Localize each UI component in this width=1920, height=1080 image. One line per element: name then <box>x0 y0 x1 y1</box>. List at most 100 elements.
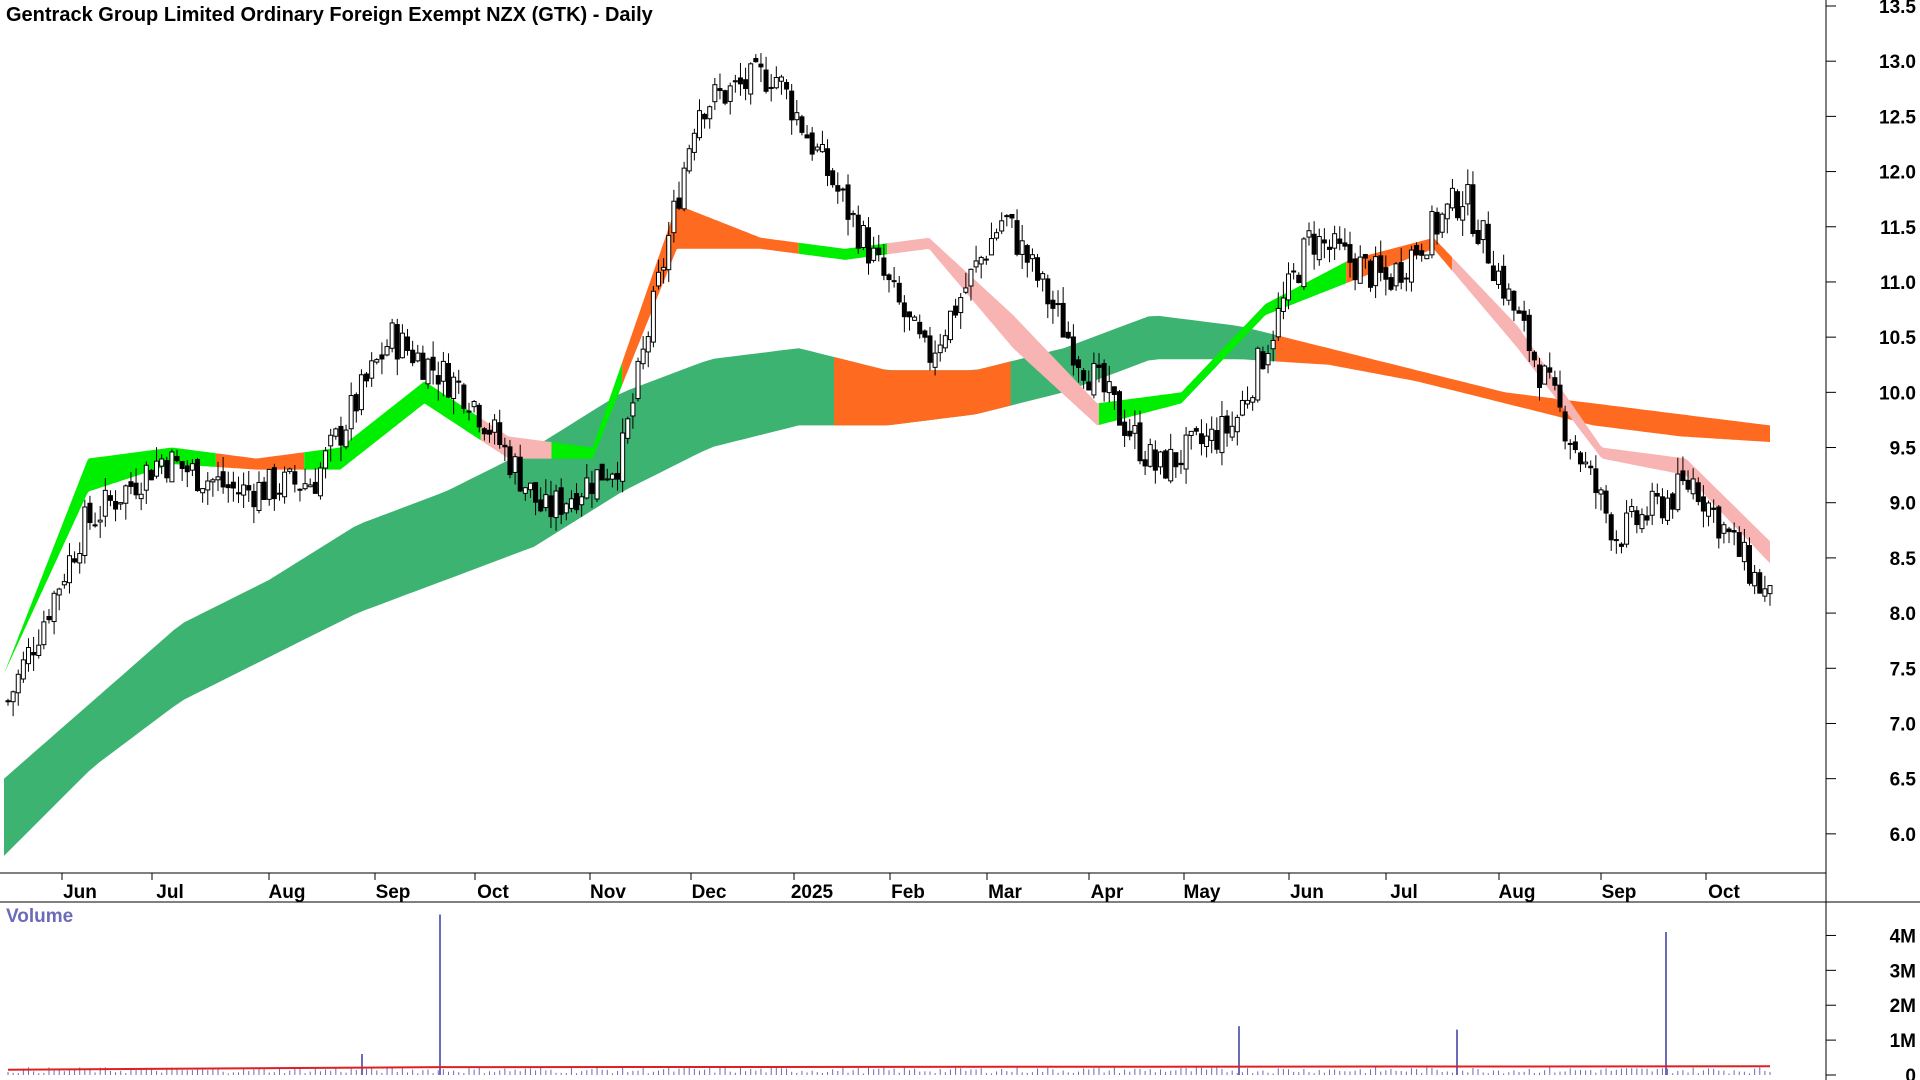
candle-body <box>574 493 580 511</box>
candle-body <box>5 700 11 703</box>
candle-body <box>1439 213 1445 233</box>
candle-body <box>1024 245 1030 263</box>
candle-body <box>1695 482 1701 503</box>
candle-body <box>1045 278 1051 305</box>
candle-body <box>1188 430 1194 436</box>
candle-body <box>1168 448 1174 482</box>
candle-body <box>855 214 861 249</box>
candle-body <box>947 310 953 341</box>
candle-body <box>1408 249 1414 283</box>
candle-body <box>323 450 329 469</box>
candle-body <box>650 290 656 343</box>
candle-body <box>522 487 528 494</box>
short-term-band-segment <box>480 418 552 459</box>
time-tick-label: Aug <box>1499 882 1536 903</box>
candle-body <box>656 271 662 287</box>
candle-body <box>1613 539 1619 542</box>
candle-body <box>620 432 626 482</box>
candle-body <box>1598 489 1604 495</box>
candle-body <box>348 395 354 430</box>
price-tick-label: 7.0 <box>1890 714 1916 735</box>
candle-body <box>154 460 160 477</box>
candle-body <box>410 349 416 364</box>
candle-body <box>1147 444 1153 467</box>
candle-body <box>1014 220 1020 255</box>
volume-tick-label: 2M <box>1890 996 1916 1017</box>
time-tick-label: Feb <box>891 882 925 903</box>
candle-body <box>748 63 754 95</box>
price-tick-label: 9.0 <box>1890 494 1916 515</box>
candle-body <box>481 428 487 435</box>
candle-body <box>200 488 206 494</box>
price-tick-label: 11.5 <box>1880 218 1916 239</box>
candle-body <box>1506 288 1512 301</box>
candle-body <box>1076 359 1082 369</box>
candle-body <box>1224 415 1230 434</box>
candle-body <box>1629 506 1635 512</box>
volume-average-line <box>439 1065 1771 1069</box>
candle-body <box>1352 258 1358 281</box>
candle-body <box>205 480 211 491</box>
candle-body <box>1419 250 1425 256</box>
candle-body <box>527 482 533 491</box>
price-tick-label: 13.5 <box>1879 0 1916 18</box>
candle-body <box>1065 331 1071 339</box>
candle-body <box>138 493 144 500</box>
candle-body <box>784 81 790 90</box>
candle-body <box>1060 302 1066 338</box>
candle-body <box>1127 430 1133 437</box>
candle-body <box>1152 449 1158 471</box>
short-term-band-segment <box>551 362 623 459</box>
candle-body <box>133 482 139 496</box>
candle-body <box>435 375 441 385</box>
candle-body <box>266 468 272 500</box>
price-tick-label: 12.5 <box>1879 107 1916 128</box>
time-tick-label: May <box>1184 882 1221 903</box>
candle-body <box>1665 497 1671 521</box>
candle-body <box>179 461 185 469</box>
time-tick-label: 2025 <box>791 882 834 903</box>
candle-body <box>794 112 800 121</box>
candle-body <box>1234 416 1240 433</box>
candle-body <box>1327 246 1332 250</box>
candle-body <box>1250 397 1256 403</box>
candle-body <box>906 311 912 318</box>
candle-body <box>66 555 72 584</box>
candle-body <box>312 481 318 494</box>
candle-body <box>1444 203 1450 220</box>
candle-body <box>881 257 887 276</box>
candle-body <box>1019 240 1025 255</box>
candle-body <box>819 143 825 153</box>
candle-body <box>1367 260 1373 288</box>
candle-body <box>1219 415 1225 454</box>
candle-body <box>246 485 252 491</box>
candle-body <box>1757 572 1763 594</box>
candle-body <box>235 492 241 495</box>
candle-body <box>92 524 98 527</box>
candle-body <box>307 484 313 488</box>
candle-body <box>10 691 16 703</box>
candle-body <box>1496 270 1502 285</box>
candle-body <box>645 336 651 353</box>
candle-body <box>415 352 421 362</box>
candle-body <box>287 468 293 472</box>
candle-body <box>901 302 907 318</box>
candle-body <box>169 451 175 483</box>
candle-body <box>31 651 37 656</box>
candle-body <box>548 495 554 518</box>
candle-body <box>1762 588 1768 597</box>
candle-body <box>1029 254 1035 260</box>
candle-body <box>1214 430 1220 450</box>
time-tick-label: Aug <box>269 882 306 903</box>
time-tick-label: Jul <box>1390 882 1417 903</box>
time-tick-label: Jul <box>156 882 183 903</box>
candle-body <box>1731 530 1737 533</box>
candle-body <box>666 234 672 271</box>
candle-body <box>492 419 498 433</box>
candle-body <box>261 481 267 500</box>
candle-body <box>1198 433 1204 445</box>
candle-body <box>763 69 769 92</box>
candle-body <box>1362 254 1368 259</box>
candle-body <box>1388 277 1394 290</box>
time-tick-label: Oct <box>477 882 509 903</box>
